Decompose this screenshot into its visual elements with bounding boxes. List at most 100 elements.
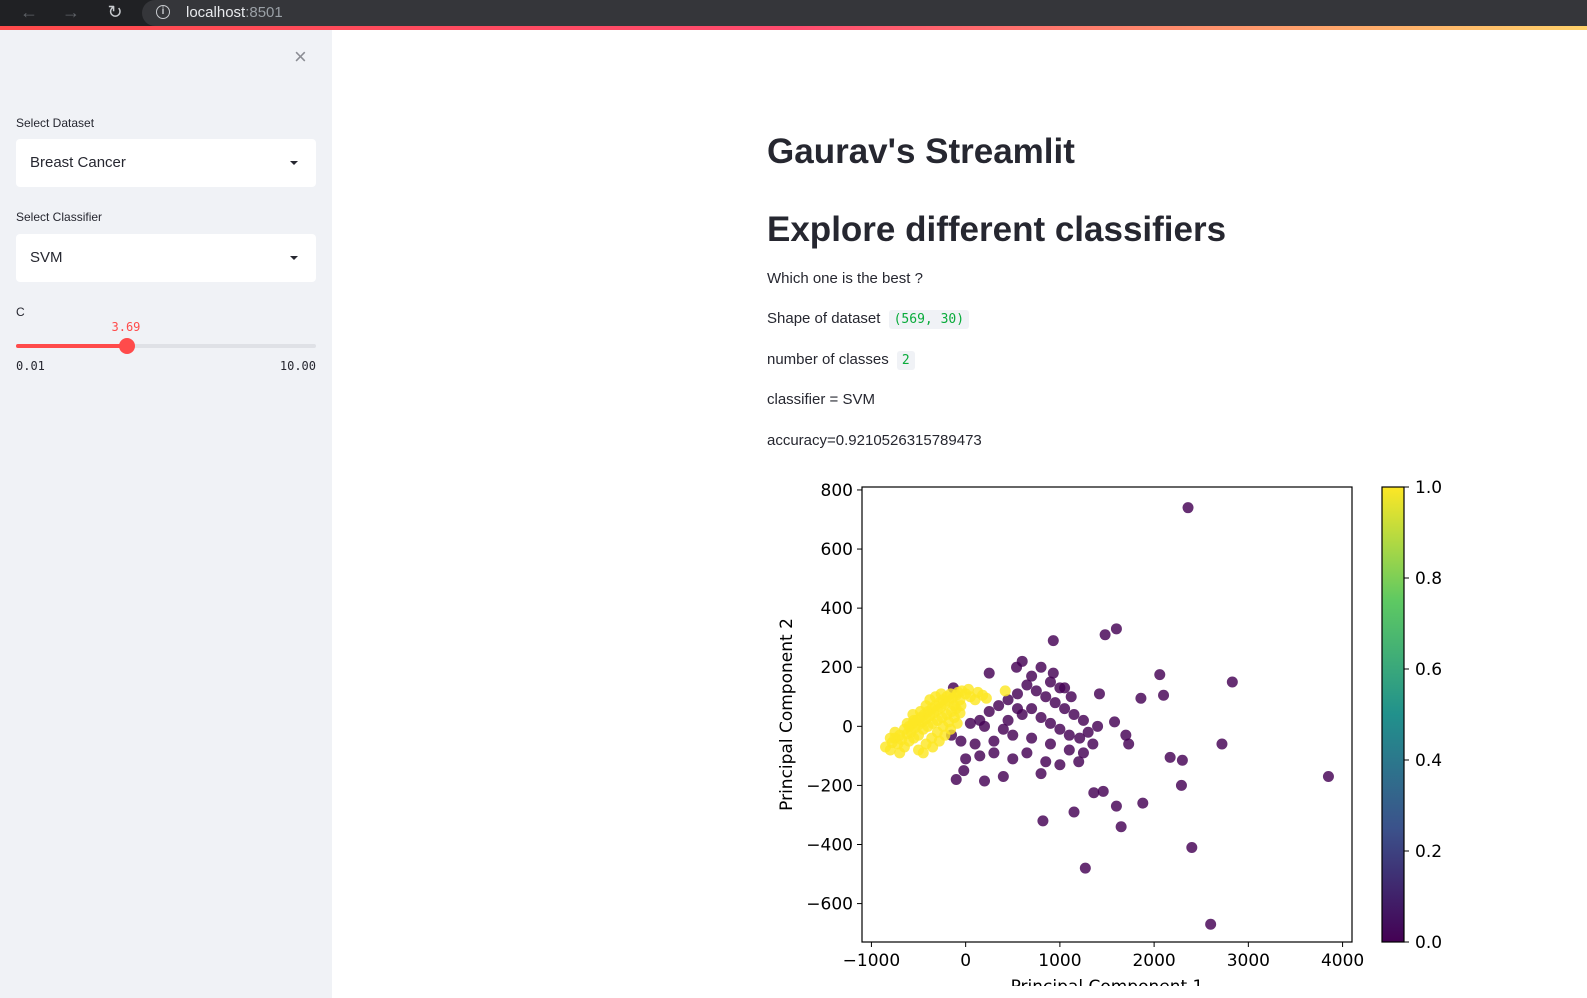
data-point-class-0 xyxy=(1069,709,1080,720)
data-point-class-0 xyxy=(1080,863,1091,874)
classifier-select[interactable]: SVM xyxy=(16,234,316,282)
x-tick-label: 4000 xyxy=(1321,951,1364,971)
data-point-class-0 xyxy=(1094,688,1105,699)
question-text: Which one is the best ? xyxy=(767,270,923,287)
data-point-class-0 xyxy=(1087,739,1098,750)
colorbar-tick-label: 0.6 xyxy=(1415,660,1442,680)
url-text: localhost:8501 xyxy=(186,4,283,21)
data-point-class-0 xyxy=(1021,747,1032,758)
colorbar-tick-label: 0.4 xyxy=(1415,751,1442,771)
data-point-class-0 xyxy=(1111,801,1122,812)
data-point-class-0 xyxy=(993,700,1004,711)
c-slider-track[interactable] xyxy=(16,344,316,348)
data-point-class-0 xyxy=(979,721,990,732)
data-point-class-0 xyxy=(1137,798,1148,809)
data-point-class-0 xyxy=(1054,682,1065,693)
c-slider-label: C xyxy=(16,305,25,319)
data-point-class-0 xyxy=(1088,787,1099,798)
address-bar[interactable]: i localhost:8501 xyxy=(142,0,1587,26)
data-point-class-0 xyxy=(1040,756,1051,767)
data-point-class-0 xyxy=(1059,703,1070,714)
c-slider-value: 3.69 xyxy=(112,320,141,334)
data-point-class-0 xyxy=(1066,691,1077,702)
browser-toolbar: ← → ↻ i localhost:8501 xyxy=(0,0,1587,26)
data-point-class-0 xyxy=(1078,715,1089,726)
data-point-class-0 xyxy=(958,765,969,776)
colorbar-tick-label: 0.2 xyxy=(1415,842,1442,862)
data-point-class-1 xyxy=(981,693,992,704)
data-point-class-0 xyxy=(1045,718,1056,729)
data-point-class-0 xyxy=(1078,747,1089,758)
data-point-class-0 xyxy=(998,771,1009,782)
y-tick-label: 200 xyxy=(821,658,853,678)
data-point-class-0 xyxy=(1011,662,1022,673)
dataset-select-label: Select Dataset xyxy=(16,116,94,130)
back-arrow-icon[interactable]: ← xyxy=(14,0,44,26)
x-tick-label: 3000 xyxy=(1227,951,1270,971)
chevron-down-icon xyxy=(290,161,298,165)
data-point-class-1 xyxy=(936,688,947,699)
data-point-class-0 xyxy=(1007,730,1018,741)
data-point-class-1 xyxy=(894,747,905,758)
reload-icon[interactable]: ↻ xyxy=(100,0,130,26)
dataset-select[interactable]: Breast Cancer xyxy=(16,139,316,187)
c-slider-thumb[interactable] xyxy=(119,338,135,354)
y-tick-label: 600 xyxy=(821,540,853,560)
data-point-class-0 xyxy=(1135,693,1146,704)
data-point-class-0 xyxy=(965,718,976,729)
classifier-line: classifier = SVM xyxy=(767,391,875,408)
x-tick-label: 0 xyxy=(960,951,971,971)
data-point-class-0 xyxy=(1123,739,1134,750)
data-point-class-0 xyxy=(970,739,981,750)
url-port: :8501 xyxy=(245,4,283,21)
data-point-class-0 xyxy=(1176,780,1187,791)
data-point-class-0 xyxy=(1012,688,1023,699)
colorbar-tick-label: 0.0 xyxy=(1415,933,1442,953)
classifier-select-value: SVM xyxy=(30,249,63,266)
data-point-class-0 xyxy=(960,753,971,764)
y-tick-label: 400 xyxy=(821,599,853,619)
y-tick-label: −200 xyxy=(806,776,853,796)
data-point-class-0 xyxy=(1092,721,1103,732)
data-point-class-0 xyxy=(1036,662,1047,673)
classes-line: number of classes 2 xyxy=(767,351,915,368)
data-point-class-0 xyxy=(984,668,995,679)
classes-label: number of classes xyxy=(767,351,889,368)
data-point-class-0 xyxy=(1045,677,1056,688)
data-point-class-0 xyxy=(1158,690,1169,701)
dataset-select-value: Breast Cancer xyxy=(30,154,126,171)
y-tick-label: −600 xyxy=(806,895,853,915)
y-tick-label: 0 xyxy=(842,717,853,737)
data-point-class-0 xyxy=(1050,697,1061,708)
data-point-class-0 xyxy=(1031,685,1042,696)
data-point-class-0 xyxy=(1037,815,1048,826)
shape-value: (569, 30) xyxy=(889,310,969,329)
data-point-class-0 xyxy=(1036,712,1047,723)
data-point-class-0 xyxy=(1100,629,1111,640)
data-point-class-0 xyxy=(1098,786,1109,797)
colorbar-tick-label: 1.0 xyxy=(1415,478,1442,498)
data-point-class-0 xyxy=(1183,502,1194,513)
data-point-class-0 xyxy=(1064,744,1075,755)
colorbar-tick-label: 0.8 xyxy=(1415,569,1442,589)
data-point-class-0 xyxy=(1045,739,1056,750)
page-subtitle: Explore different classifiers xyxy=(767,210,1226,250)
data-point-class-0 xyxy=(955,736,966,747)
y-tick-label: −400 xyxy=(806,836,853,856)
data-point-class-1 xyxy=(907,709,918,720)
forward-arrow-icon[interactable]: → xyxy=(56,0,86,26)
classes-value: 2 xyxy=(897,351,915,370)
pca-scatter-chart: −1000 0 1000 2000 3000 4000 −600 −400 −200 0 200 40… xyxy=(767,470,1467,986)
data-point-class-0 xyxy=(974,750,985,761)
x-tick-label: 2000 xyxy=(1132,951,1175,971)
data-point-class-1 xyxy=(918,747,929,758)
data-point-class-0 xyxy=(1026,703,1037,714)
data-point-class-0 xyxy=(1064,730,1075,741)
close-sidebar-icon[interactable]: × xyxy=(294,46,307,68)
data-point-class-0 xyxy=(1227,677,1238,688)
x-axis-label: Principal Component 1 xyxy=(1011,977,1204,986)
data-point-class-0 xyxy=(1111,623,1122,634)
info-icon[interactable]: i xyxy=(156,5,170,19)
page-title: Gaurav's Streamlit xyxy=(767,132,1075,172)
data-point-class-0 xyxy=(1003,715,1014,726)
